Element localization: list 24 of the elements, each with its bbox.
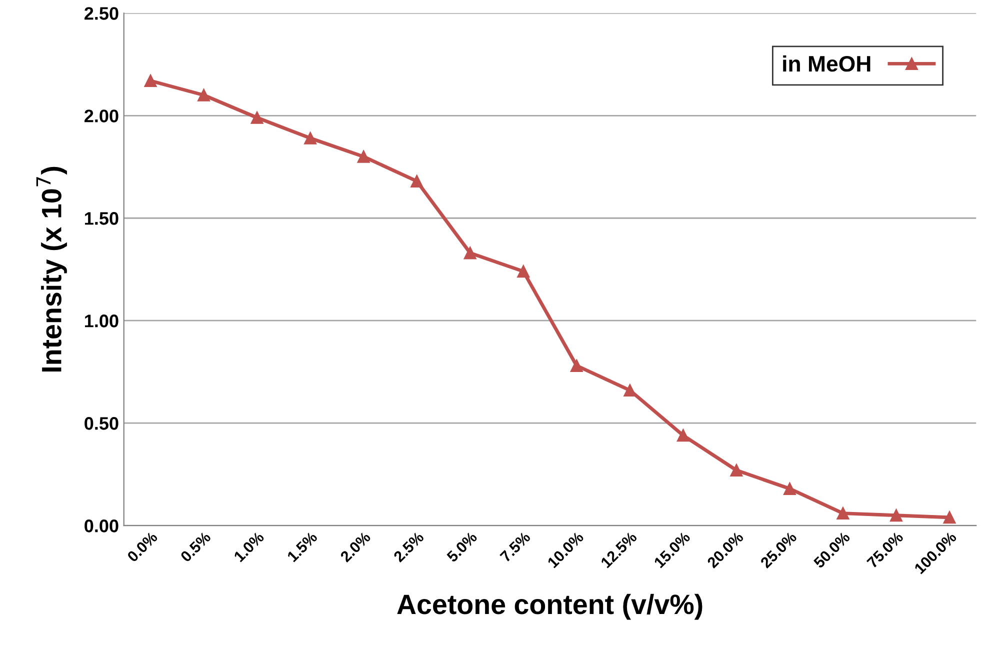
point	[198, 88, 210, 102]
point	[730, 464, 743, 477]
point	[943, 511, 956, 524]
y-tick-label: 0.50	[84, 417, 118, 430]
point	[250, 111, 264, 124]
point	[570, 359, 583, 372]
point	[836, 507, 850, 520]
legend-label: in MeOH	[783, 55, 870, 72]
x-axis-title: Acetone content (v/v%)	[397, 594, 702, 620]
point	[783, 482, 796, 495]
point	[304, 132, 317, 144]
point	[357, 150, 370, 163]
point	[144, 74, 157, 88]
y-axis-title: Intensity (x 10$^{7}$)	[36, 166, 67, 372]
y-tick-label: 0.00	[84, 520, 118, 532]
y-tick-label: 2.00	[84, 110, 118, 122]
point	[464, 246, 476, 260]
point	[676, 429, 690, 442]
y-tick-label: 2.50	[84, 7, 118, 20]
point	[517, 265, 530, 278]
point	[890, 509, 902, 522]
point	[410, 174, 424, 188]
y-tick-label: 1.00	[85, 314, 118, 328]
y-tick-label: 1.50	[85, 212, 118, 225]
